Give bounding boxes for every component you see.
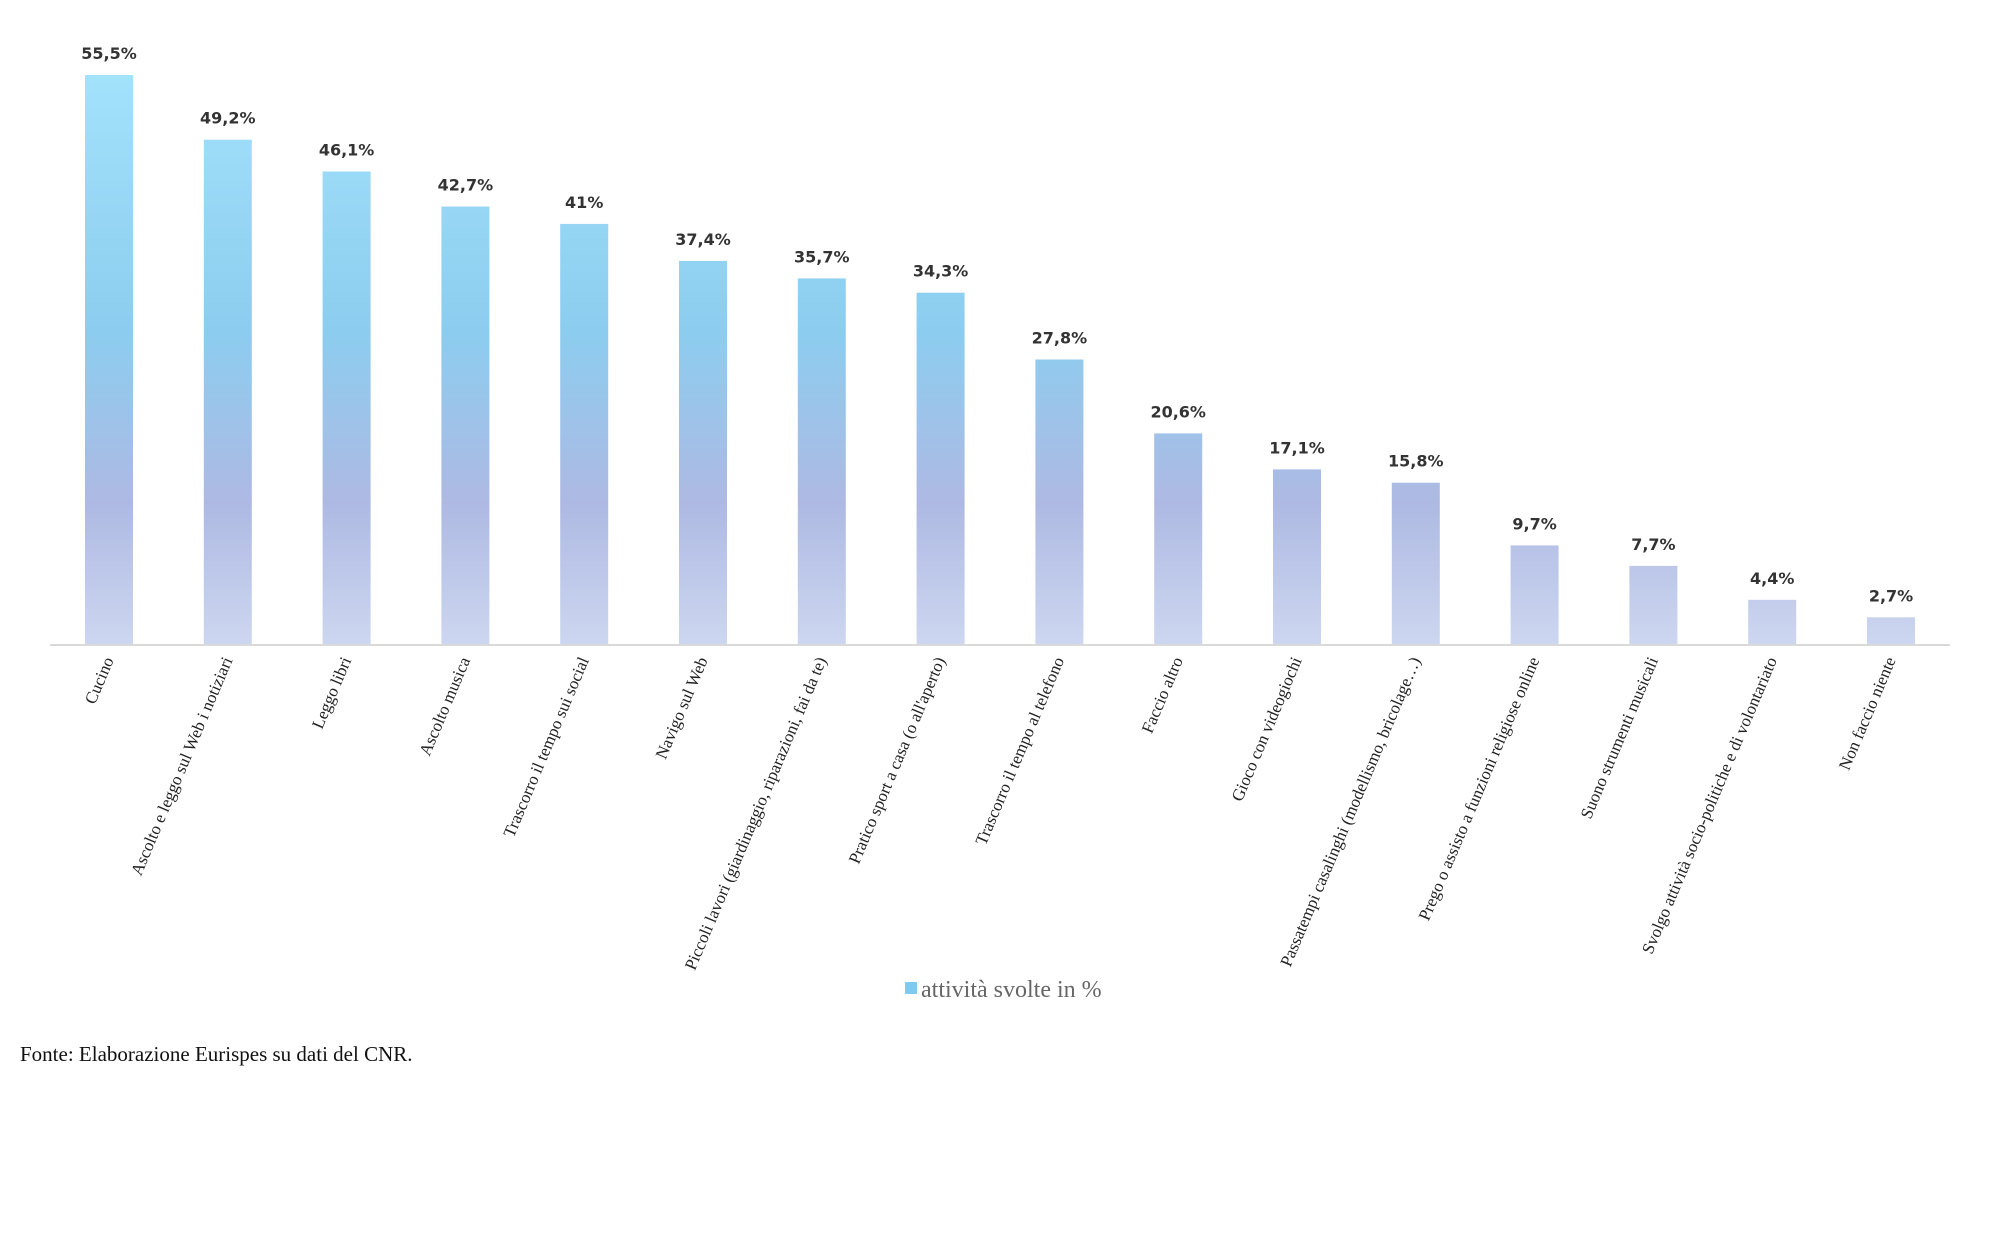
- source-note: Fonte: Elaborazione Eurispes su dati del…: [20, 1042, 413, 1066]
- category-label-14: Suono strumenti musicali: [1577, 654, 1662, 822]
- bar-15: [1748, 599, 1797, 645]
- category-label-5: Trascorro il tempo sui social: [500, 654, 593, 840]
- data-label-15: 4,4%: [1750, 569, 1794, 588]
- legend: attività svolte in %: [905, 977, 1102, 1003]
- bar-6: [679, 260, 727, 645]
- category-label-16: Non faccio niente: [1835, 654, 1900, 773]
- bars-group: [85, 75, 1915, 645]
- data-label-10: 20,6%: [1150, 402, 1206, 421]
- bar-2: [203, 139, 252, 645]
- category-label-8: Pratico sport a casa (o all'aperto): [845, 654, 949, 866]
- data-label-7: 35,7%: [794, 247, 850, 266]
- category-label-9: Trascorro il tempo al telefono: [972, 654, 1069, 848]
- bar-13: [1510, 545, 1559, 645]
- bar-1: [85, 75, 133, 645]
- data-label-6: 37,4%: [675, 230, 731, 249]
- legend-marker: [905, 982, 917, 994]
- bar-9: [1035, 359, 1084, 645]
- category-label-4: Ascolto musica: [415, 654, 474, 759]
- bar-5: [560, 223, 609, 645]
- bar-3: [322, 171, 371, 645]
- data-label-16: 2,7%: [1869, 586, 1913, 605]
- bar-4: [441, 206, 490, 645]
- legend-label: attività svolte in %: [921, 977, 1102, 1003]
- category-label-11: Gioco con videogiochi: [1228, 654, 1306, 804]
- category-label-15: Svolgo attività socio-politiche e di vol…: [1638, 654, 1781, 957]
- data-label-12: 15,8%: [1388, 452, 1444, 471]
- bar-10: [1154, 433, 1203, 645]
- category-label-12: Passatempi casalinghi (modellismo, brico…: [1276, 654, 1424, 969]
- category-labels-group: Cucino Ascolto e leggo sul Web i notiziar…: [81, 654, 1900, 973]
- data-label-8: 34,3%: [913, 262, 969, 281]
- category-label-7: Piccoli lavori (giardinaggio, riparazion…: [681, 654, 831, 973]
- data-label-4: 42,7%: [438, 176, 494, 195]
- data-label-5: 41%: [565, 193, 603, 212]
- bar-14: [1629, 565, 1678, 645]
- bar-12: [1391, 482, 1440, 645]
- category-label-6: Navigo sul Web: [652, 654, 712, 762]
- bar-16: [1867, 617, 1915, 645]
- category-label-2: Ascolto e leggo sul Web i notiziari: [127, 654, 237, 878]
- bar-11: [1273, 469, 1321, 645]
- category-label-10: Faccio altro: [1138, 654, 1187, 736]
- data-label-14: 7,7%: [1631, 535, 1675, 554]
- category-label-13: Prego o assisto a funzioni religiose onl…: [1415, 654, 1544, 923]
- data-labels-group: 55,5% 49,2% 46,1% 42,7% 41% 37,4% 35,7% 34,3% 27…: [81, 44, 1913, 605]
- category-label-1: Cucino: [81, 654, 118, 707]
- data-label-1: 55,5%: [81, 44, 137, 63]
- data-label-13: 9,7%: [1512, 514, 1556, 533]
- bar-7: [797, 278, 846, 645]
- category-label-3: Leggo libri: [308, 654, 355, 732]
- data-label-2: 49,2%: [200, 109, 256, 128]
- data-label-3: 46,1%: [319, 141, 375, 160]
- data-label-9: 27,8%: [1032, 329, 1088, 348]
- bar-8: [916, 292, 965, 645]
- data-label-11: 17,1%: [1269, 438, 1325, 457]
